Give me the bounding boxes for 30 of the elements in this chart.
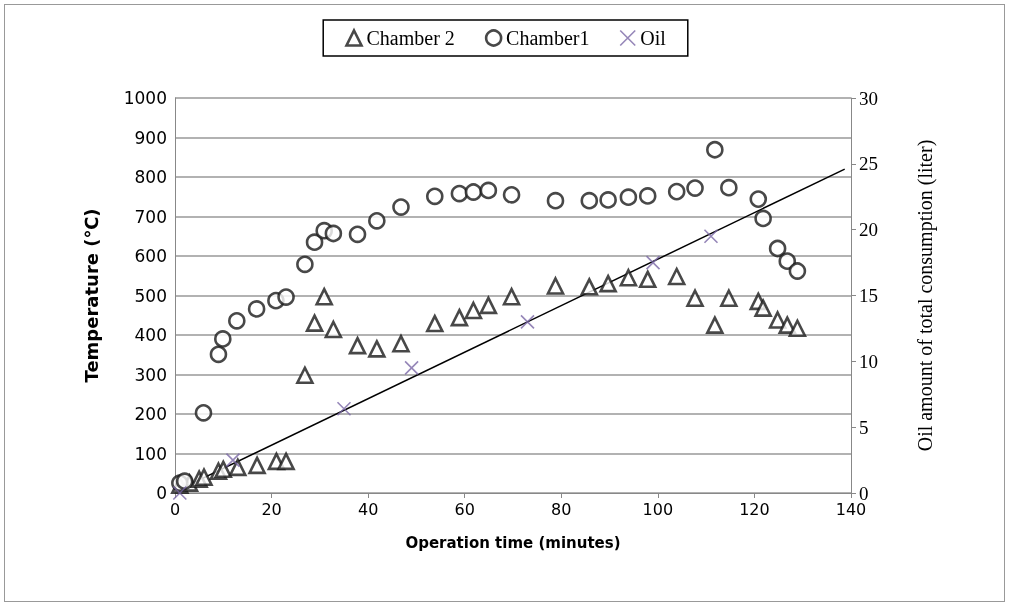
y2-tick-label: 10: [859, 350, 878, 372]
legend-label: Chamber1: [506, 27, 590, 49]
x-axis-title: Operation time (minutes): [405, 533, 621, 552]
y-tick-label: 200: [134, 404, 167, 424]
legend-label: Oil: [640, 27, 667, 49]
y2-tick-label: 20: [859, 219, 878, 241]
y-tick-label: 0: [156, 483, 167, 503]
x-tick-label: 40: [357, 499, 379, 519]
y2-tick-label: 15: [859, 285, 878, 306]
y-tick-label: 700: [134, 206, 167, 227]
x-tick-label: 60: [454, 499, 475, 519]
y2-tick-label: 25: [859, 153, 878, 175]
y-tick-label: 500: [134, 285, 167, 306]
x-tick-label: 80: [551, 499, 572, 519]
y-axis-title: Temperature (℃): [81, 208, 102, 383]
legend-label: Chamber 2: [366, 27, 455, 49]
y2-tick-label: 5: [859, 416, 869, 438]
y-tick-label: 600: [134, 246, 167, 266]
y-tick-label: 800: [134, 167, 167, 187]
y-tick-label: 100: [134, 443, 167, 464]
y-tick-label: 1000: [123, 88, 167, 108]
y-tick-label: 300: [134, 364, 167, 385]
x-tick-label: 20: [261, 499, 282, 519]
x-tick-label: 100: [642, 499, 674, 519]
y2-axis-title: Oil amount of total consumption (liter): [913, 139, 937, 452]
y-tick-label: 400: [134, 325, 167, 345]
y-tick-label: 900: [134, 127, 167, 148]
x-tick-label: 120: [739, 499, 770, 519]
y2-tick-label: 30: [859, 87, 878, 109]
x-tick-label: 0: [169, 499, 181, 519]
